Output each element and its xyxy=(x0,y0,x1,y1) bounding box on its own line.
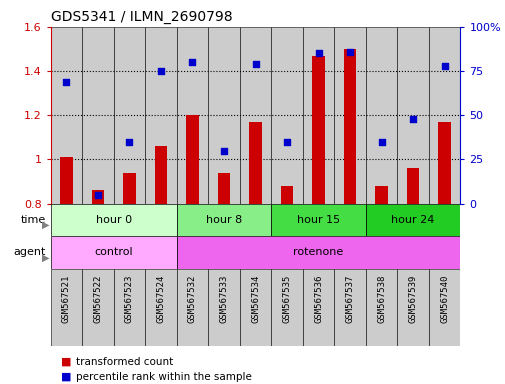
Text: percentile rank within the sample: percentile rank within the sample xyxy=(76,372,251,382)
Bar xyxy=(145,269,176,346)
Bar xyxy=(271,269,302,346)
Text: hour 15: hour 15 xyxy=(296,215,339,225)
Text: GSM567532: GSM567532 xyxy=(187,275,196,323)
Bar xyxy=(91,190,104,204)
Text: ▶: ▶ xyxy=(41,220,49,230)
Bar xyxy=(50,236,176,269)
Text: control: control xyxy=(94,247,133,258)
Text: GSM567533: GSM567533 xyxy=(219,275,228,323)
Point xyxy=(93,192,102,198)
Bar xyxy=(176,27,208,204)
Text: GSM567536: GSM567536 xyxy=(314,275,323,323)
Bar xyxy=(437,122,450,204)
Bar xyxy=(176,236,460,269)
Text: ■: ■ xyxy=(61,372,71,382)
Bar xyxy=(50,269,82,346)
Bar xyxy=(239,269,271,346)
Text: rotenone: rotenone xyxy=(293,247,343,258)
Bar xyxy=(208,27,239,204)
Text: GSM567535: GSM567535 xyxy=(282,275,291,323)
Bar xyxy=(123,173,135,204)
Bar xyxy=(271,27,302,204)
Bar xyxy=(239,27,271,204)
Bar xyxy=(428,269,460,346)
Text: GDS5341 / ILMN_2690798: GDS5341 / ILMN_2690798 xyxy=(50,10,232,25)
Text: ■: ■ xyxy=(61,356,71,367)
Bar xyxy=(50,27,82,204)
Text: GSM567523: GSM567523 xyxy=(125,275,134,323)
Text: GSM567539: GSM567539 xyxy=(408,275,417,323)
Point xyxy=(440,63,448,69)
Text: ▶: ▶ xyxy=(41,252,49,262)
Bar xyxy=(176,269,208,346)
Bar xyxy=(334,27,365,204)
Bar xyxy=(82,27,114,204)
Bar xyxy=(208,269,239,346)
Bar xyxy=(428,27,460,204)
Point xyxy=(188,59,196,65)
Text: GSM567534: GSM567534 xyxy=(250,275,260,323)
Text: agent: agent xyxy=(13,247,45,258)
Bar xyxy=(375,186,387,204)
Text: GSM567537: GSM567537 xyxy=(345,275,354,323)
Bar xyxy=(249,122,261,204)
Text: GSM567521: GSM567521 xyxy=(62,275,71,323)
Text: hour 8: hour 8 xyxy=(206,215,242,225)
Point xyxy=(251,61,259,67)
Bar xyxy=(365,204,460,236)
Text: GSM567524: GSM567524 xyxy=(156,275,165,323)
Bar xyxy=(155,146,167,204)
Text: transformed count: transformed count xyxy=(76,356,173,367)
Bar xyxy=(365,27,396,204)
Bar xyxy=(186,115,198,204)
Bar xyxy=(396,269,428,346)
Text: GSM567538: GSM567538 xyxy=(376,275,385,323)
Point xyxy=(220,147,228,154)
Point xyxy=(157,68,165,74)
Bar xyxy=(217,173,230,204)
Point xyxy=(377,139,385,145)
Point xyxy=(345,48,353,55)
Bar xyxy=(271,204,365,236)
Bar xyxy=(396,27,428,204)
Bar xyxy=(145,27,176,204)
Bar xyxy=(302,27,334,204)
Bar xyxy=(312,56,324,204)
Bar xyxy=(343,49,356,204)
Point xyxy=(125,139,133,145)
Bar xyxy=(114,269,145,346)
Point xyxy=(282,139,290,145)
Bar xyxy=(50,204,176,236)
Text: hour 0: hour 0 xyxy=(95,215,131,225)
Bar xyxy=(114,27,145,204)
Bar xyxy=(82,269,114,346)
Text: hour 24: hour 24 xyxy=(391,215,434,225)
Point xyxy=(62,79,70,85)
Point xyxy=(409,116,417,122)
Text: GSM567522: GSM567522 xyxy=(93,275,102,323)
Bar xyxy=(365,269,396,346)
Bar xyxy=(176,204,271,236)
Bar xyxy=(406,168,419,204)
Bar xyxy=(302,269,334,346)
Point xyxy=(314,50,322,56)
Bar xyxy=(280,186,293,204)
Bar xyxy=(60,157,73,204)
Text: GSM567540: GSM567540 xyxy=(439,275,448,323)
Text: time: time xyxy=(20,215,45,225)
Bar xyxy=(334,269,365,346)
